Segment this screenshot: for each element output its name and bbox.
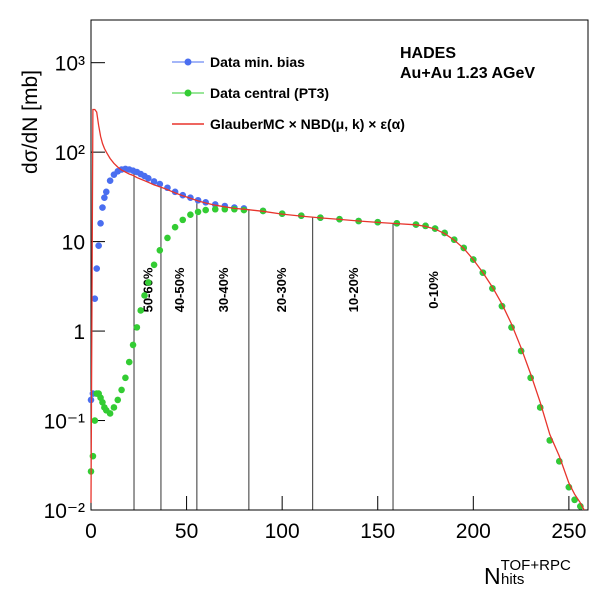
data-point	[106, 177, 114, 184]
y-tick-label: 10⁻²	[44, 500, 85, 523]
data-point	[102, 188, 110, 196]
y-axis-label: dσ/dN [mb]	[19, 70, 42, 174]
data-point	[231, 205, 238, 213]
y-tick-label: 10²	[55, 142, 85, 165]
data-point	[179, 216, 187, 224]
data-point	[150, 178, 158, 185]
y-tick-label: 1	[73, 321, 85, 344]
data-point	[106, 410, 114, 417]
region-label: 0-10%	[426, 271, 441, 309]
data-point	[129, 341, 137, 349]
data-point	[211, 205, 219, 213]
data-point	[156, 246, 164, 254]
region-label: 10-20%	[346, 267, 361, 312]
region-label: 30-40%	[216, 267, 231, 312]
data-point	[93, 265, 101, 272]
x-label-sub: hits	[501, 571, 524, 588]
data-point	[95, 242, 102, 250]
data-point	[211, 201, 219, 208]
x-tick-label: 50	[175, 520, 198, 543]
x-label-sup: TOF+RPC	[501, 557, 571, 574]
data-point	[571, 496, 578, 504]
data-point	[133, 324, 141, 331]
x-tick-label: 100	[265, 520, 300, 543]
plot-frame	[90, 19, 589, 511]
y-tick-label: 10³	[55, 53, 85, 76]
y-tick-label: 10	[62, 232, 85, 255]
x-tick-label: 0	[85, 520, 97, 543]
data-point	[125, 358, 133, 366]
data-point	[164, 234, 171, 242]
x-tick-label: 150	[360, 520, 395, 543]
data-point	[91, 295, 99, 303]
region-label: 50-60%	[140, 267, 155, 312]
x-tick-label: 250	[551, 520, 586, 543]
legend-label: GlauberMC × NBD(μ, k) × ε(α)	[210, 116, 405, 132]
data-point	[122, 374, 129, 382]
legend-label: Data min. bias	[210, 54, 305, 70]
data-point	[202, 206, 209, 214]
data-point	[150, 261, 158, 269]
y-tick-label: 10⁻¹	[44, 411, 85, 434]
data-point	[91, 417, 99, 424]
data-point	[110, 404, 118, 411]
series-line	[90, 108, 585, 511]
data-point	[97, 220, 104, 227]
x-tick-label: 200	[456, 520, 491, 543]
data-point	[118, 386, 125, 394]
data-point	[194, 208, 202, 216]
legend-key	[184, 58, 192, 66]
data-point	[171, 223, 179, 231]
annotation: Au+Au 1.23 AGeV	[400, 65, 535, 82]
data-point	[145, 175, 152, 182]
annotation: HADES	[400, 45, 456, 62]
region-label: 40-50%	[172, 267, 187, 312]
data-point	[187, 211, 194, 218]
data-point	[145, 279, 152, 286]
x-label-main: N	[484, 563, 501, 589]
region-label: 20-30%	[274, 267, 289, 312]
data-point	[114, 396, 122, 404]
x-axis-label: NTOF+RPC	[484, 557, 571, 589]
data-point	[137, 307, 144, 314]
data-point	[141, 292, 148, 299]
legend-key	[184, 89, 192, 97]
data-point	[99, 398, 106, 406]
data-point	[99, 204, 106, 211]
legend-label: Data central (PT3)	[210, 85, 329, 101]
data-point	[101, 194, 108, 201]
